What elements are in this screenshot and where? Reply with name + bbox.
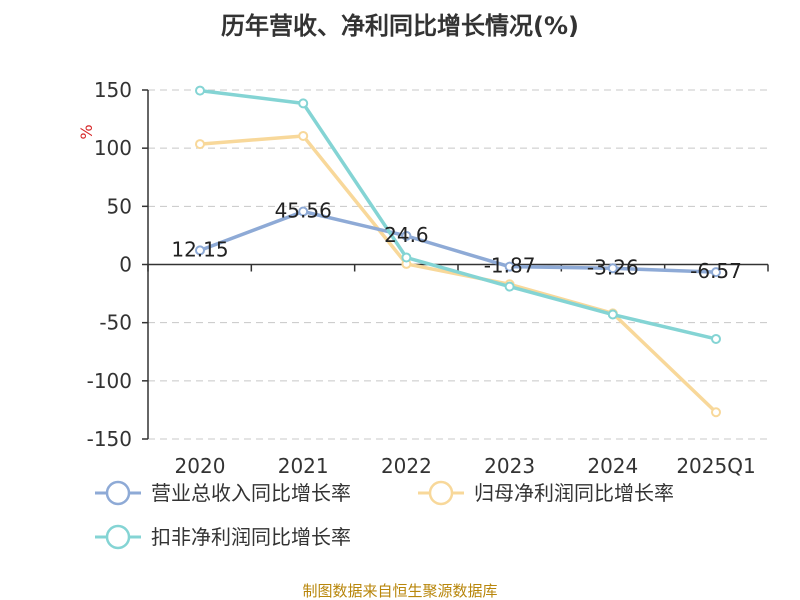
y-tick-label: -50 (99, 311, 132, 335)
series-line (199, 209, 717, 274)
axes: 150 100 50 0 -50 -100 -150 2020 2021 2022 2023 2024… (87, 78, 769, 478)
data-point (607, 309, 618, 320)
legend-label: 扣非净利润同比增长率 (151, 525, 351, 549)
x-tick-label: 2024 (587, 454, 638, 478)
data-label: 45.56 (275, 198, 332, 222)
legend-label: 营业总收入同比增长率 (151, 481, 351, 505)
series-line (199, 88, 717, 341)
data-labels: 12.15 45.56 24.6 -1.87 -3.26 -6.57 (171, 198, 742, 283)
y-tick-label: -150 (87, 427, 132, 451)
data-point (195, 139, 205, 150)
legend-swatch-marker (428, 480, 454, 506)
x-tick-label: 2020 (175, 454, 226, 478)
data-point (711, 267, 721, 278)
data-label: -6.57 (690, 259, 742, 283)
y-tick-label: 50 (107, 194, 132, 218)
data-point (504, 281, 515, 292)
y-tick-label: 150 (94, 78, 132, 102)
data-point (298, 130, 309, 141)
data-point (711, 407, 721, 418)
y-tick-label: -100 (87, 369, 132, 393)
data-point (401, 230, 412, 241)
data-point (298, 206, 309, 217)
y-tick-label: 0 (119, 253, 132, 277)
x-tick-label: 2022 (381, 454, 432, 478)
data-label: 24.6 (384, 223, 429, 247)
source-note: 制图数据来自恒生聚源数据库 (302, 582, 497, 600)
data-point (504, 261, 515, 272)
x-tick-label: 2023 (484, 454, 535, 478)
x-tick-label: 2025Q1 (676, 454, 755, 478)
legend-swatch-marker (105, 524, 131, 550)
x-tick-label: 2021 (278, 454, 329, 478)
legend-swatch-marker (105, 480, 131, 506)
data-point (195, 85, 205, 96)
y-axis-unit: % (77, 124, 96, 139)
data-label: -3.26 (587, 255, 639, 279)
gridlines (148, 89, 768, 440)
data-point (607, 263, 618, 274)
series (195, 85, 721, 418)
chart-title: 历年营收、净利同比增长情况(%) (221, 12, 579, 40)
data-label: 12.15 (171, 237, 228, 261)
data-label: -1.87 (484, 254, 536, 278)
data-point (195, 245, 205, 256)
data-point (711, 333, 721, 344)
legend-label: 归母净利润同比增长率 (474, 481, 674, 505)
data-point (298, 98, 309, 109)
series-line (199, 134, 718, 414)
data-point (401, 252, 412, 263)
y-tick-label: 100 (94, 136, 132, 160)
